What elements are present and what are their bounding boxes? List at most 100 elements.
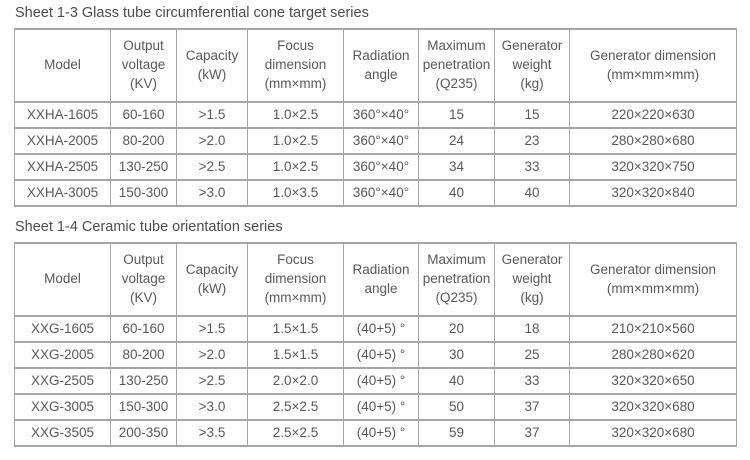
table-row: XXG-2005 80-200 >2.0 1.5×1.5 (40+5) ° 30 25 280… (14, 341, 737, 369)
table-cell: 360°×40° (343, 101, 419, 129)
glass-tube-spec-table: Model Output voltage (KV) Capacity (kW) Foc… (14, 28, 737, 207)
table-cell: 2.5×2.5 (247, 419, 344, 447)
table-cell: XXG-1605 (14, 315, 111, 343)
table-cell: >3.0 (176, 393, 248, 421)
table-cell: 280×280×680 (569, 127, 737, 155)
table-cell: 1.5×1.5 (247, 315, 344, 343)
table-cell: 40 (418, 179, 495, 207)
column-header: Model (14, 242, 111, 317)
table-cell: >2.5 (176, 367, 248, 395)
table-cell: 33 (494, 153, 570, 181)
table-cell: 33 (494, 367, 570, 395)
table-cell: 60-160 (110, 101, 177, 129)
table-cell: XXG-2505 (14, 367, 111, 395)
table-cell: XXHA-2005 (14, 127, 111, 155)
table-cell: >2.5 (176, 153, 248, 181)
column-header: Output voltage (KV) (110, 242, 177, 317)
column-header: Generator dimension (mm×mm×mm) (569, 242, 737, 317)
table-cell: 20 (418, 315, 495, 343)
column-header: Generator weight (kg) (494, 242, 570, 317)
table-cell: 2.0×2.0 (247, 367, 344, 395)
table-cell: >1.5 (176, 315, 248, 343)
table-cell: 25 (494, 341, 570, 369)
page: Sheet 1-3 Glass tube circumferential con… (14, 4, 737, 447)
table-cell: 80-200 (110, 341, 177, 369)
table-cell: 40 (418, 367, 495, 395)
table-row: XXHA-2505 130-250 >2.5 1.0×2.5 360°×40° 34 33 3… (14, 153, 737, 181)
table-cell: 80-200 (110, 127, 177, 155)
table-cell: 1.0×3.5 (247, 179, 344, 207)
table-body: XXHA-1605 60-160 >1.5 1.0×2.5 360°×40° 15 15 22… (14, 101, 737, 207)
table-cell: 220×220×630 (569, 101, 737, 129)
table-cell: 200-350 (110, 419, 177, 447)
table-cell: 2.5×2.5 (247, 393, 344, 421)
table-cell: 1.5×1.5 (247, 341, 344, 369)
table-cell: 15 (418, 101, 495, 129)
sheet-1-4-title: Sheet 1-4 Ceramic tube orientation serie… (15, 219, 283, 235)
table-cell: (40+5) ° (343, 315, 419, 343)
sheet-1-3-section: Sheet 1-3 Glass tube circumferential con… (14, 4, 737, 207)
column-header: Generator weight (kg) (494, 28, 570, 103)
table-cell: XXG-3005 (14, 393, 111, 421)
table-cell: (40+5) ° (343, 367, 419, 395)
table-cell: 1.0×2.5 (247, 153, 344, 181)
header-row: Model Output voltage (KV) Capacity (kW) Foc… (14, 242, 737, 317)
table-row: XXG-2505 130-250 >2.5 2.0×2.0 (40+5) ° 40 33 32… (14, 367, 737, 395)
table-cell: 210×210×560 (569, 315, 737, 343)
table-cell: 1.0×2.5 (247, 101, 344, 129)
table-cell: 320×320×650 (569, 367, 737, 395)
sheet-1-4-section: Sheet 1-4 Ceramic tube orientation serie… (14, 218, 737, 447)
table-cell: XXG-2005 (14, 341, 111, 369)
column-header: Generator dimension (mm×mm×mm) (569, 28, 737, 103)
table-cell: XXHA-3005 (14, 179, 111, 207)
table-cell: 30 (418, 341, 495, 369)
table-cell: 130-250 (110, 153, 177, 181)
table-cell: 59 (418, 419, 495, 447)
table-cell: 360°×40° (343, 179, 419, 207)
table-cell: XXHA-2505 (14, 153, 111, 181)
table-cell: XXHA-1605 (14, 101, 111, 129)
table-cell: 320×320×680 (569, 419, 737, 447)
table-cell: 23 (494, 127, 570, 155)
table-cell: (40+5) ° (343, 393, 419, 421)
column-header: Focus dimension (mm×mm) (247, 28, 344, 103)
column-header: Radiation angle (343, 28, 419, 103)
table-cell: 150-300 (110, 393, 177, 421)
column-header: Capacity (kW) (176, 28, 248, 103)
column-header: Output voltage (KV) (110, 28, 177, 103)
table-cell: 24 (418, 127, 495, 155)
table-row: XXG-1605 60-160 >1.5 1.5×1.5 (40+5) ° 20 18 210… (14, 315, 737, 343)
table-cell: 1.0×2.5 (247, 127, 344, 155)
header-row: Model Output voltage (KV) Capacity (kW) Foc… (14, 28, 737, 103)
table-row: XXG-3505 200-350 >3.5 2.5×2.5 (40+5) ° 59 37 32… (14, 419, 737, 447)
table-cell: >3.0 (176, 179, 248, 207)
table-cell: 37 (494, 393, 570, 421)
table-cell: 18 (494, 315, 570, 343)
table-cell: 360°×40° (343, 127, 419, 155)
table-cell: >3.5 (176, 419, 248, 447)
table-header: Model Output voltage (KV) Capacity (kW) Foc… (14, 28, 737, 103)
table-cell: (40+5) ° (343, 341, 419, 369)
table-cell: (40+5) ° (343, 419, 419, 447)
table-header: Model Output voltage (KV) Capacity (kW) Foc… (14, 242, 737, 317)
table-row: XXHA-1605 60-160 >1.5 1.0×2.5 360°×40° 15 15 22… (14, 101, 737, 129)
table-cell: 280×280×620 (569, 341, 737, 369)
table-cell: >1.5 (176, 101, 248, 129)
table-body: XXG-1605 60-160 >1.5 1.5×1.5 (40+5) ° 20 18 210… (14, 315, 737, 447)
table-cell: 40 (494, 179, 570, 207)
ceramic-tube-spec-table: Model Output voltage (KV) Capacity (kW) Foc… (14, 242, 737, 447)
column-header: Maximum penetration (Q235) (418, 242, 495, 317)
table-cell: 360°×40° (343, 153, 419, 181)
table-cell: 320×320×840 (569, 179, 737, 207)
table-cell: 60-160 (110, 315, 177, 343)
sheet-1-3-title: Sheet 1-3 Glass tube circumferential con… (15, 5, 369, 21)
column-header: Maximum penetration (Q235) (418, 28, 495, 103)
table-cell: 150-300 (110, 179, 177, 207)
column-header: Radiation angle (343, 242, 419, 317)
table-cell: XXG-3505 (14, 419, 111, 447)
column-header: Model (14, 28, 111, 103)
table-cell: >2.0 (176, 341, 248, 369)
table-row: XXHA-2005 80-200 >2.0 1.0×2.5 360°×40° 24 23 28… (14, 127, 737, 155)
table-cell: 34 (418, 153, 495, 181)
table-row: XXHA-3005 150-300 >3.0 1.0×3.5 360°×40° 40 40 3… (14, 179, 737, 207)
